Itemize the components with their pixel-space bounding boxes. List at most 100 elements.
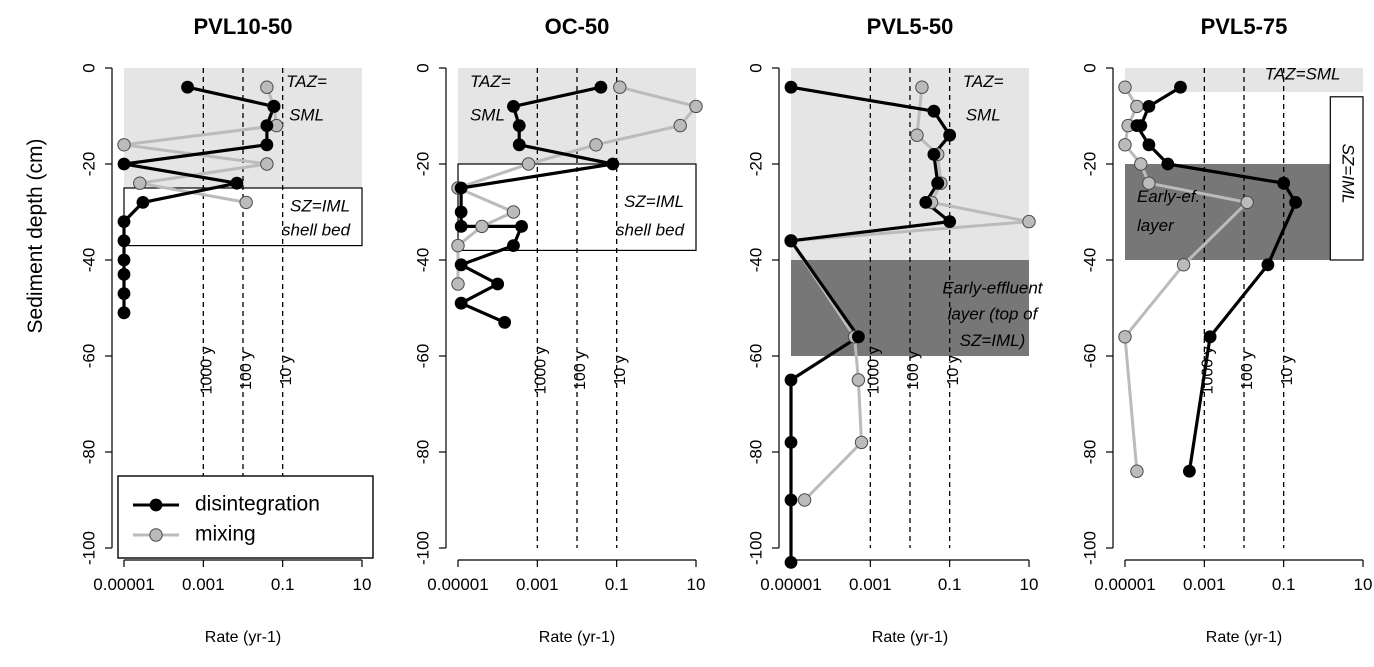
y-tick-label: -100 [1080, 531, 1099, 565]
mixing-point [475, 219, 489, 234]
x-tick-label: 0.1 [605, 575, 629, 594]
zone-label: shell bed [282, 221, 351, 240]
mixing-point [613, 80, 627, 94]
y-tick-label: 0 [1080, 63, 1099, 72]
mixing-point [689, 99, 703, 114]
disintegration-point [1174, 80, 1187, 94]
disintegration-point [919, 196, 933, 209]
reference-line-label: 1000 y [533, 346, 550, 394]
disintegration-point [515, 220, 528, 233]
mixing-point [1240, 195, 1254, 210]
zone-label: SML [289, 105, 324, 124]
legend-label: disintegration [195, 493, 320, 516]
reference-line-label: 10 y [612, 355, 629, 385]
panel-title: PVL5-75 [1201, 14, 1288, 39]
zone-label: TAZ= [286, 72, 327, 91]
zone-label: TAZ= [470, 72, 511, 91]
disintegration-point [943, 215, 957, 229]
mixing-point [506, 205, 521, 219]
mixing-point [1134, 157, 1148, 171]
x-axis-label: Rate (yr-1) [539, 629, 615, 646]
disintegration-point [491, 277, 505, 291]
disintegration-point [931, 176, 945, 190]
disintegration-point [1261, 258, 1275, 272]
y-tick-label: -100 [79, 531, 98, 565]
x-tick-label: 0.00001 [93, 575, 154, 594]
zone-label: SZ=IML) [960, 331, 1026, 350]
mixing-point [851, 373, 866, 387]
legend: disintegration mixing [117, 475, 374, 559]
y-tick-label: -80 [79, 440, 98, 465]
mixing-point [589, 138, 603, 152]
mixing-series-line [456, 85, 698, 284]
disintegration-point [1182, 464, 1196, 478]
mixing-point [133, 176, 147, 190]
disintegration-point [1130, 119, 1144, 132]
reference-line-label: 100 y [1239, 351, 1256, 390]
disintegration-point [454, 181, 468, 195]
zone-label: SZ=IML [290, 197, 350, 216]
disintegration-point [784, 436, 798, 449]
disintegration-point [230, 176, 244, 190]
disintegration-point [927, 148, 941, 161]
disintegration-point [117, 253, 131, 267]
reference-line-label: 10 y [1279, 355, 1296, 385]
disintegration-point [512, 119, 526, 132]
zone-label: Early-ef. [1137, 187, 1200, 206]
disintegration-point [1289, 196, 1303, 209]
disintegration-point [943, 128, 957, 142]
y-tick-label: -100 [413, 531, 432, 565]
mixing-point [260, 157, 274, 171]
x-axis-label: Rate (yr-1) [1206, 629, 1282, 646]
x-tick-label: 10 [353, 575, 372, 594]
disintegration-point [136, 196, 150, 209]
mixing-point [1118, 80, 1132, 94]
y-tick-label: 0 [413, 63, 432, 72]
y-tick-label: -60 [79, 344, 98, 369]
mixing-point [797, 493, 812, 507]
y-tick-label: -20 [413, 152, 432, 177]
y-tick-label: -40 [413, 248, 432, 273]
y-tick-label: -60 [413, 344, 432, 369]
panel-title: PVL5-50 [867, 14, 954, 39]
reference-line-label: 1000 y [199, 346, 216, 394]
y-tick-label: -40 [746, 248, 765, 273]
disintegration-point [927, 104, 941, 118]
mixing-point [1130, 99, 1144, 114]
disintegration-point [1203, 330, 1217, 344]
zone-dark [1125, 164, 1331, 260]
mixing-point [1130, 464, 1144, 478]
zone-label: SZ=IML [624, 192, 684, 211]
mixing-point [521, 157, 536, 171]
disintegration-point [454, 258, 468, 272]
panel-2: OC-50 TAZ= SML SZ=IML shell bed 1000 y 100 y 10… [413, 14, 705, 646]
disintegration-point [512, 138, 526, 152]
y-tick-label: -60 [746, 344, 765, 369]
x-tick-label: 0.1 [271, 575, 295, 594]
x-tick-label: 0.001 [1183, 575, 1226, 594]
disintegration-point [1161, 157, 1175, 171]
disintegration-point [784, 373, 798, 387]
mixing-point [673, 118, 687, 133]
x-tick-label: 0.001 [182, 575, 225, 594]
panel-4: PVL5-75 TAZ=SML Early-ef. layer SZ=IML 1000 y… [1080, 14, 1372, 646]
disintegration-point [851, 330, 865, 344]
mixing-point [1142, 176, 1156, 190]
mixing-point [1118, 330, 1132, 344]
y-tick-label: -80 [1080, 440, 1099, 465]
reference-line-label: 100 y [238, 351, 255, 390]
disintegration-point [594, 80, 608, 94]
disintegration-point [498, 316, 512, 329]
zone-label: TAZ= [963, 72, 1004, 91]
mixing-point [915, 80, 929, 94]
mixing-point [910, 128, 924, 142]
y-tick-label: -100 [746, 531, 765, 565]
zone-label: layer (top of [948, 305, 1040, 324]
disintegration-point [117, 287, 131, 300]
legend-label: mixing [195, 523, 256, 546]
x-tick-label: 10 [1020, 575, 1039, 594]
y-tick-label: 0 [746, 63, 765, 72]
zone-label: SML [470, 105, 505, 124]
zone-box [1329, 96, 1364, 261]
legend-box [117, 475, 374, 559]
